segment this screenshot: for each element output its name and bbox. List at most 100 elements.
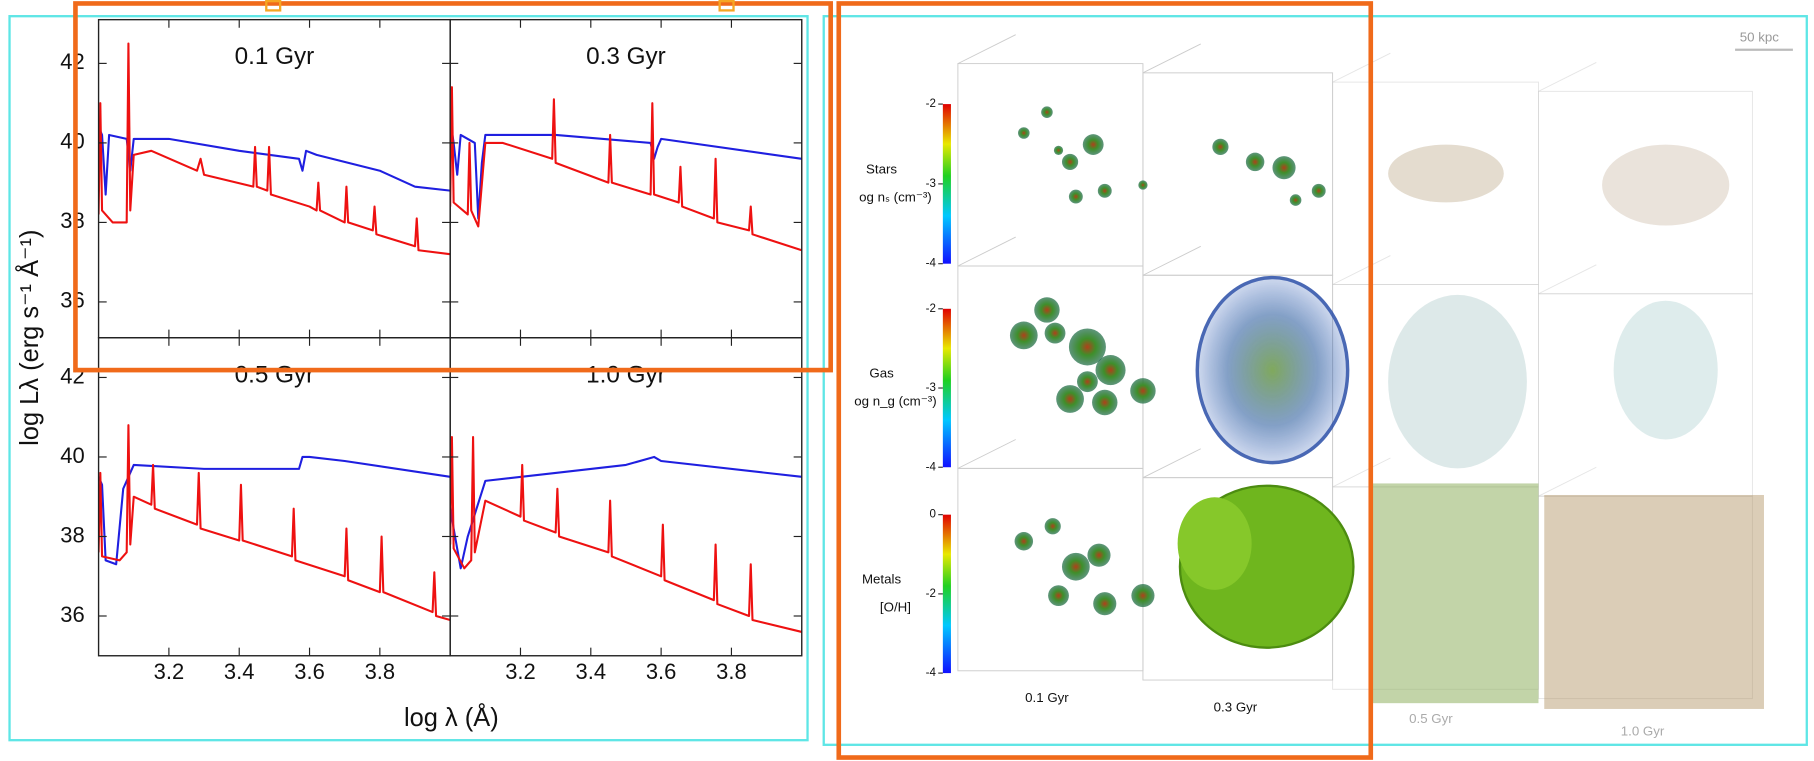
faded-gas <box>1613 300 1718 440</box>
box-edge <box>1142 72 1334 276</box>
box-edge <box>957 467 1144 672</box>
blob <box>1009 321 1038 350</box>
column-label: 1.0 Gyr <box>1621 724 1665 739</box>
blob <box>1097 183 1112 198</box>
colorbar-tick-label: -2 <box>926 98 936 110</box>
box-edge <box>1538 264 1597 295</box>
blob <box>1095 355 1126 386</box>
spectrum-line <box>450 118 802 220</box>
box-edge <box>1332 457 1391 488</box>
y-tick-label: 38 <box>60 208 84 233</box>
colorbar <box>942 104 951 264</box>
blob <box>1272 156 1296 180</box>
colorbar-tick-label: -4 <box>926 667 937 679</box>
annotation-boxes <box>8 0 1808 760</box>
gas-cloud <box>1195 275 1350 465</box>
column-label: 0.5 Gyr <box>1409 711 1453 726</box>
row-label: Gas <box>869 366 894 381</box>
blob <box>1044 322 1066 344</box>
panel-title: 1.0 Gyr <box>586 361 666 388</box>
scale-bar-label: 50 kpc <box>1740 30 1780 45</box>
blob <box>1130 378 1156 404</box>
x-tick-label: 3.8 <box>365 659 396 684</box>
row-unit: og nₛ (cm⁻³) <box>859 189 932 204</box>
panel <box>98 42 451 256</box>
spectra-panels: log λ (Å) log Lλ (erg s⁻¹ Å⁻¹) 36 38 40 42 0… <box>14 18 803 732</box>
y-tick-label: 40 <box>60 129 84 154</box>
faded-stars <box>1602 144 1730 226</box>
blob <box>1311 183 1326 198</box>
rendered-blobs <box>1009 106 1764 709</box>
y-tick-label: 42 <box>60 363 84 388</box>
panel-title: 0.3 Gyr <box>586 43 666 70</box>
blob <box>1092 389 1118 416</box>
y-tick-label: 36 <box>60 288 84 313</box>
blob <box>1068 328 1106 366</box>
blob <box>1082 134 1104 155</box>
box-edge <box>1538 466 1597 497</box>
spectrum-line <box>98 126 451 196</box>
blob <box>1093 592 1117 616</box>
faded-stars <box>1388 144 1504 203</box>
x-axis-label: log λ (Å) <box>404 702 499 732</box>
y-tick-label: 40 <box>60 443 84 468</box>
blob <box>1041 106 1053 118</box>
faded-cube <box>1370 483 1539 704</box>
spectrum-line <box>98 424 451 622</box>
x-tick-label: 3.2 <box>154 659 185 684</box>
column-label: 0.1 Gyr <box>1025 690 1069 705</box>
blob <box>1061 153 1079 171</box>
panel-title: 0.5 Gyr <box>235 361 315 388</box>
panel <box>98 424 451 622</box>
blob <box>1048 585 1069 607</box>
blob <box>1087 543 1111 567</box>
blob <box>1077 371 1098 393</box>
box-edge <box>1538 62 1597 92</box>
y-axis-label: log Lλ (erg s⁻¹ Å⁻¹) <box>14 230 44 446</box>
x-tick-label: 3.8 <box>716 659 747 684</box>
colorbar-tick-label: -4 <box>926 461 937 473</box>
handle <box>718 0 735 12</box>
box-edge <box>1142 448 1201 479</box>
colorbar-tick-label: -2 <box>926 588 936 600</box>
panel <box>450 86 802 252</box>
box-edge <box>957 236 1016 267</box>
colorbar-tick-label: -3 <box>926 382 936 394</box>
blob <box>1212 138 1229 155</box>
blob <box>1068 189 1083 204</box>
faded-cube <box>1544 494 1764 709</box>
box-edge <box>1332 52 1391 83</box>
blob <box>1034 297 1060 323</box>
blob <box>1245 152 1265 172</box>
colorbar-tick-label: 0 <box>929 509 935 521</box>
column-label: 0.3 Gyr <box>1214 699 1258 714</box>
blob <box>1131 584 1155 608</box>
faded-gas <box>1388 294 1527 469</box>
row-label: Stars <box>866 162 897 177</box>
highlight-box <box>73 1 833 373</box>
blob <box>1044 518 1061 535</box>
blob <box>1053 145 1064 155</box>
row-unit: [O/H] <box>880 599 911 614</box>
blob <box>1289 194 1302 206</box>
colorbar <box>942 514 951 674</box>
spectrum-line <box>450 455 802 570</box>
colorbar <box>942 308 951 468</box>
blob <box>1018 127 1030 139</box>
spectrum-line <box>98 42 451 256</box>
box-edge <box>1332 255 1391 285</box>
highlight-box <box>8 15 809 742</box>
panel <box>450 436 802 633</box>
blob <box>1056 385 1084 413</box>
colorbar-tick-label: -3 <box>926 178 936 190</box>
y-tick-label: 36 <box>60 602 84 627</box>
row-label: Metals <box>862 572 902 587</box>
colorbar-tick-label: -4 <box>926 258 937 270</box>
y-tick-label: 38 <box>60 522 84 547</box>
panel-frame <box>449 337 803 657</box>
renderings: 50 kpc 0.1 Gyr 0.3 Gyr 0.5 Gyr 1.0 Gyr Stars… <box>854 30 1793 739</box>
highlight-box <box>836 1 1374 760</box>
x-tick-label: 3.6 <box>294 659 325 684</box>
spectrum-line <box>98 455 451 566</box>
